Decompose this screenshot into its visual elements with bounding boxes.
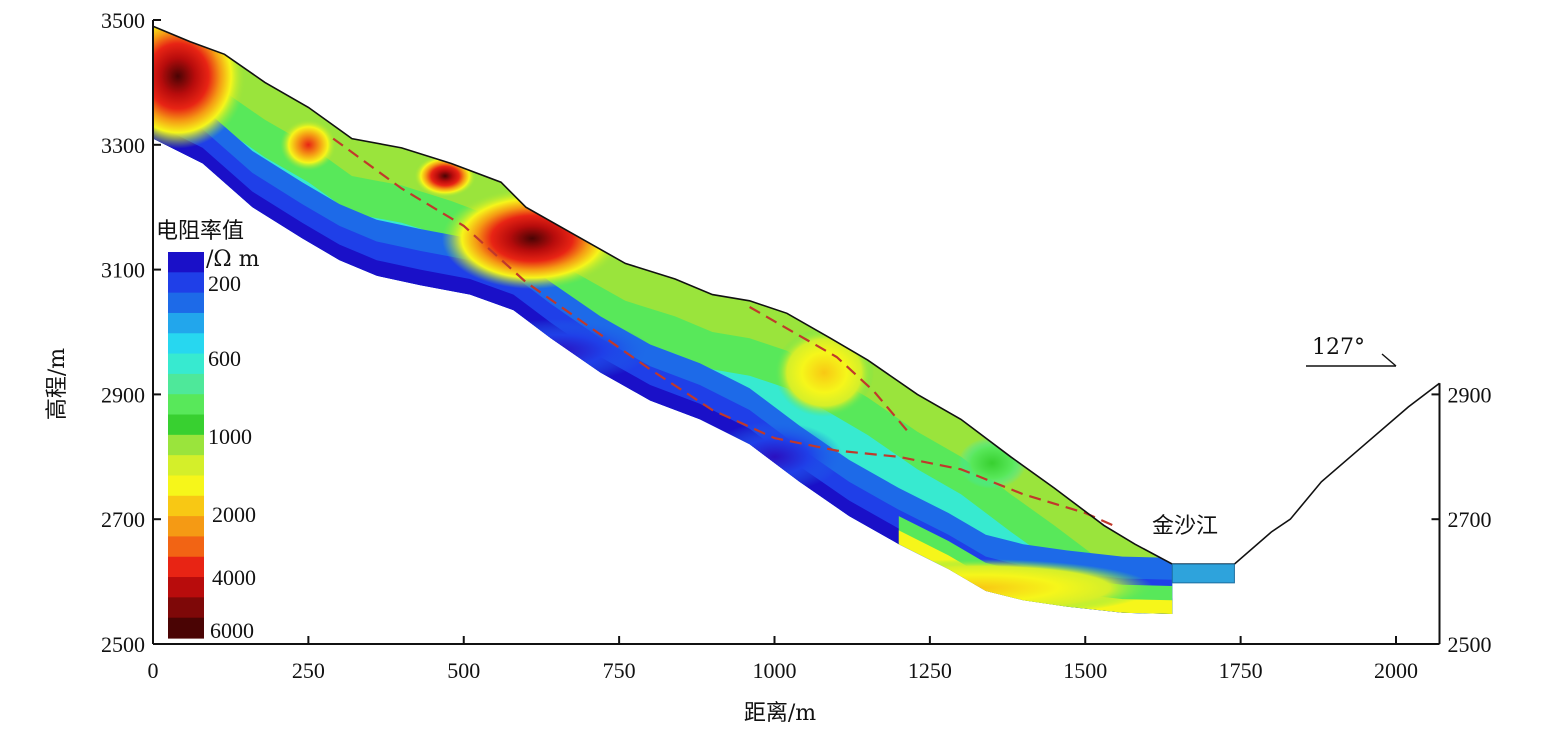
x-axis-title: 距离/m bbox=[744, 701, 816, 726]
slip-surface-line bbox=[332, 137, 1114, 527]
colorbar-swatch bbox=[168, 272, 204, 294]
colorbar-swatch bbox=[168, 556, 204, 578]
colorbar-swatch bbox=[168, 617, 204, 639]
x-tick-label: 2000 bbox=[1374, 658, 1418, 683]
colorbar-tick-label: 600 bbox=[208, 346, 241, 371]
anomaly-6 bbox=[805, 559, 1154, 614]
y-tick-label: 3300 bbox=[101, 133, 145, 158]
colorbar-swatch bbox=[168, 516, 204, 538]
y-tick-label: 3100 bbox=[101, 258, 145, 283]
terrain-surface-line bbox=[152, 25, 1440, 565]
colorbar-tick-label: 4000 bbox=[212, 565, 256, 590]
anomaly-8 bbox=[706, 421, 843, 492]
slip-surface-upper-line bbox=[749, 306, 909, 433]
x-tick-label: 1250 bbox=[908, 658, 952, 683]
colorbar-swatch bbox=[168, 252, 204, 273]
colorbar-swatch bbox=[168, 536, 204, 558]
y-tick-label: 3500 bbox=[101, 8, 145, 33]
colorbar-swatch bbox=[168, 475, 204, 497]
colorbar-title: 电阻率值 bbox=[156, 219, 244, 244]
anomaly-5 bbox=[957, 437, 1027, 489]
anomaly-3 bbox=[441, 187, 623, 289]
bearing-arrow-icon bbox=[1306, 353, 1397, 367]
colorbar-tick-label: 1000 bbox=[208, 424, 252, 449]
colorbar-swatch bbox=[168, 353, 204, 375]
colorbar-swatch bbox=[168, 312, 204, 334]
x-tick-label: 1750 bbox=[1219, 658, 1263, 683]
colorbar-tick-labels: 200 600 1000 2000 4000 6000 bbox=[208, 271, 256, 643]
x-tick-label: 1000 bbox=[753, 658, 797, 683]
y-tick-labels: 2500 2700 2900 3100 3300 3500 bbox=[101, 8, 161, 657]
band-yellowgreen bbox=[153, 26, 1173, 602]
colorbar-swatch bbox=[168, 333, 204, 355]
colorbar-swatch bbox=[168, 292, 204, 314]
colorbar-swatch bbox=[168, 455, 204, 477]
resistivity-model bbox=[153, 26, 1173, 614]
colorbar-swatch bbox=[168, 434, 204, 456]
right-y-tick-label: 2700 bbox=[1448, 507, 1492, 532]
x-tick-label: 250 bbox=[292, 658, 325, 683]
y-axis-title: 高程/m bbox=[45, 348, 70, 420]
anomaly-7 bbox=[463, 318, 651, 383]
anomaly-1 bbox=[280, 119, 337, 171]
y-tick-label: 2900 bbox=[101, 382, 145, 407]
x-tick-label: 500 bbox=[447, 658, 480, 683]
axes bbox=[152, 20, 1441, 645]
right-y-tick-labels: 2500 2700 2900 bbox=[1431, 382, 1492, 657]
x-tick-labels: 0 250 500 750 1000 1250 1500 1750 2000 bbox=[148, 636, 1418, 683]
colorbar-swatch bbox=[168, 394, 204, 416]
x-tick-label: 750 bbox=[603, 658, 636, 683]
band-blue-light bbox=[153, 82, 1173, 614]
colorbar-tick-label: 200 bbox=[208, 271, 241, 296]
bearing-label: 127° bbox=[1312, 335, 1365, 360]
right-y-tick-label: 2900 bbox=[1448, 382, 1492, 407]
river-water bbox=[1171, 563, 1235, 584]
x-tick-label: 0 bbox=[148, 658, 159, 683]
right-y-tick-label: 2500 bbox=[1448, 632, 1492, 657]
colorbar-tick-label: 2000 bbox=[212, 502, 256, 527]
colorbar bbox=[168, 252, 204, 639]
colorbar-tick-label: 6000 bbox=[210, 618, 254, 643]
anomaly-4 bbox=[774, 328, 874, 417]
colorbar-unit: /Ω m bbox=[206, 247, 260, 272]
x-tick-label: 1500 bbox=[1063, 658, 1107, 683]
colorbar-swatch bbox=[168, 414, 204, 436]
river-label: 金沙江 bbox=[1152, 514, 1218, 539]
colorbar-swatch bbox=[168, 597, 204, 619]
y-tick-label: 2700 bbox=[101, 507, 145, 532]
y-tick-label: 2500 bbox=[101, 632, 145, 657]
colorbar-swatch bbox=[168, 495, 204, 517]
colorbar-swatch bbox=[168, 373, 204, 395]
colorbar-swatch bbox=[168, 577, 204, 598]
